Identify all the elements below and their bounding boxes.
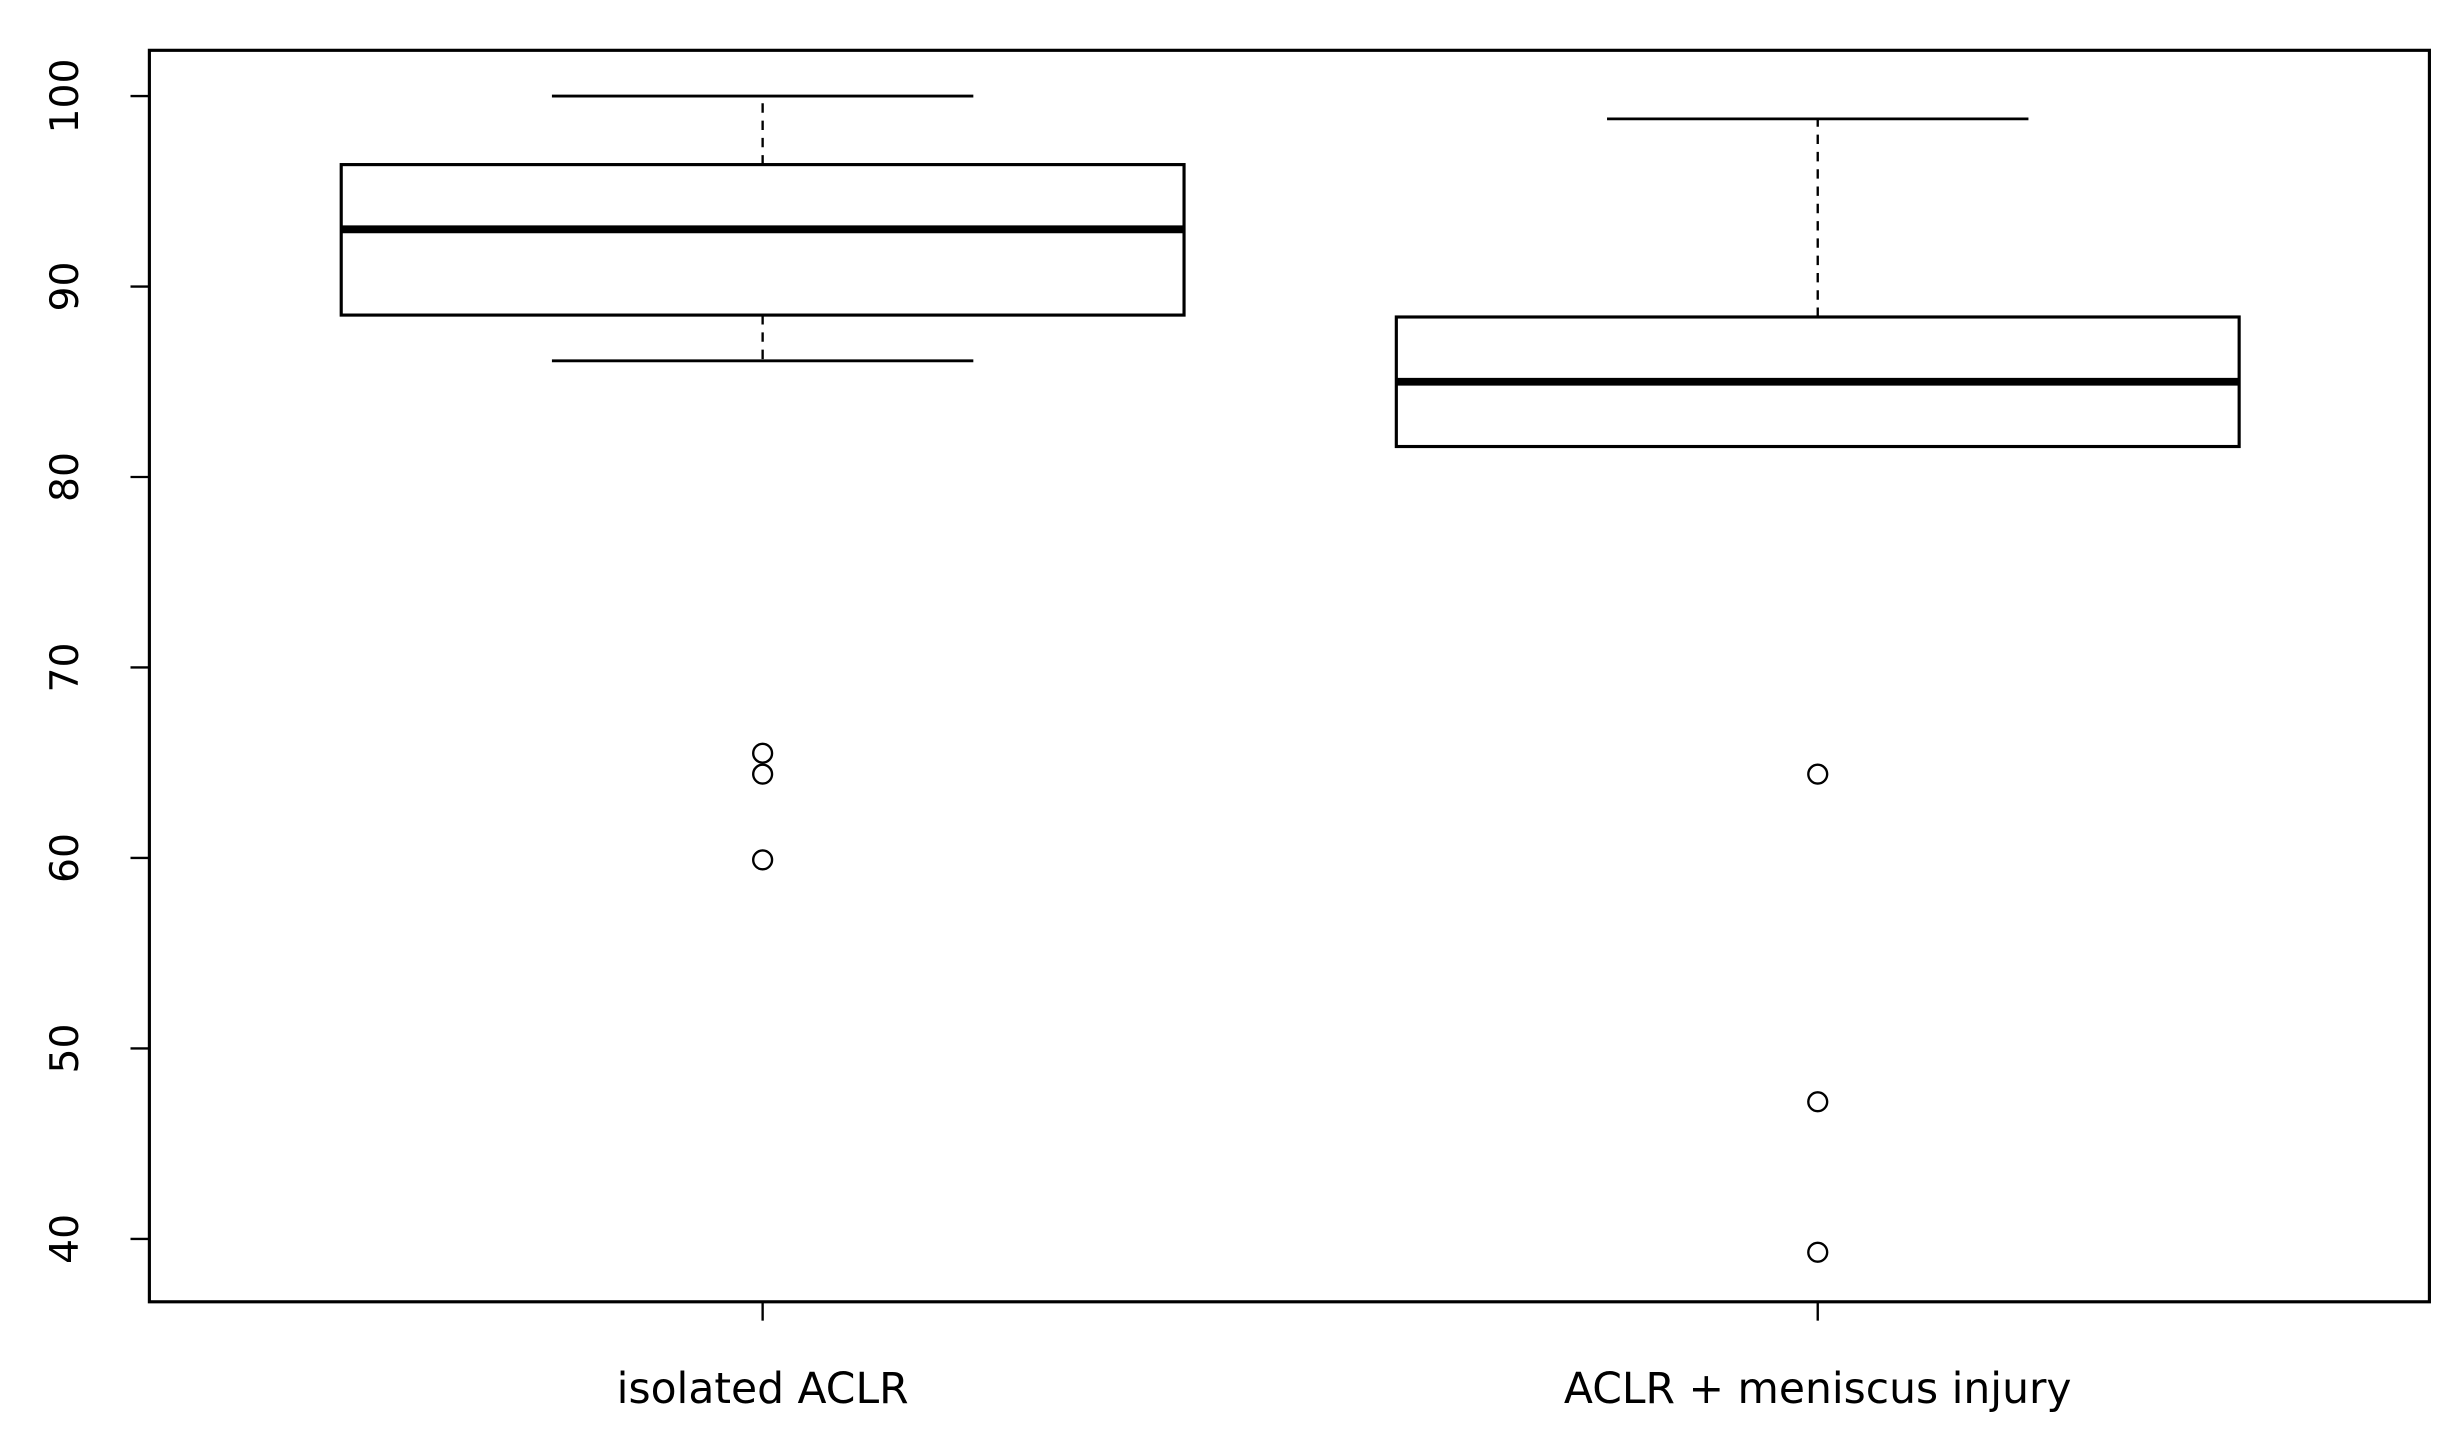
outlier <box>1807 1241 1829 1263</box>
outlier <box>1807 1091 1829 1113</box>
outlier <box>752 849 774 871</box>
outlier <box>1807 763 1829 785</box>
y-tick-label: 70 <box>43 642 88 692</box>
y-tick-label: 50 <box>43 1023 88 1073</box>
x-tick-label: ACLR + meniscus injury <box>1564 1365 2072 1414</box>
outlier <box>752 763 774 785</box>
box <box>339 163 1186 317</box>
y-tick-label: 90 <box>43 262 88 312</box>
y-tick-label: 60 <box>43 833 88 883</box>
y-tick-label: 80 <box>43 452 88 502</box>
x-tick-label: isolated ACLR <box>617 1365 909 1414</box>
outlier <box>752 742 774 764</box>
plot-frame <box>147 48 2431 1304</box>
y-tick-label: 100 <box>43 59 88 134</box>
y-tick-label: 40 <box>43 1214 88 1264</box>
